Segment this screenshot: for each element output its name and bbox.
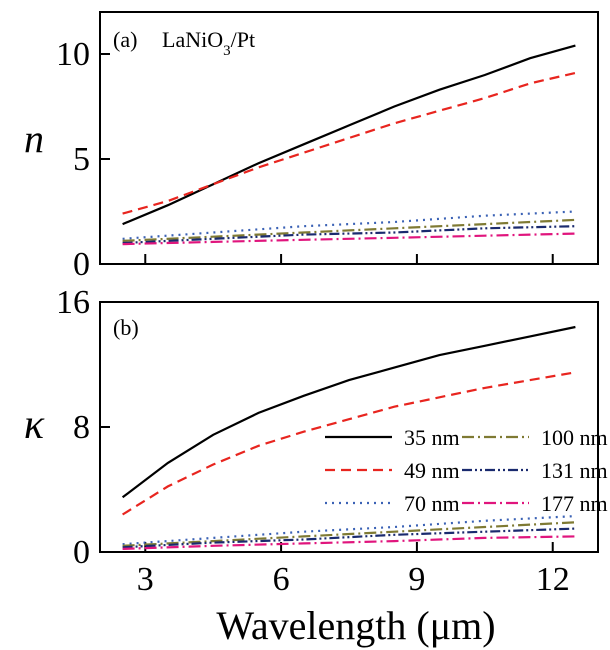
series-line: [122, 44, 576, 226]
panel-a-frame: [99, 11, 599, 265]
panel-b-ticks: 0 8 16 3 6 9 12: [56, 284, 570, 598]
legend-label: 100 nm: [541, 425, 608, 450]
panel-a-ticks: 0 5 10: [56, 36, 554, 283]
panel-a: 0 5 10 (a) LaNiO3/Pt n: [24, 11, 599, 283]
sample-label-suffix: /Pt: [231, 27, 255, 52]
ytick-label: 8: [73, 409, 90, 446]
legend-label: 35 nm: [404, 425, 460, 450]
legend-label: 131 nm: [541, 458, 608, 483]
series-line: [122, 527, 576, 549]
panel-b-label: (b): [113, 315, 139, 340]
series-line: [122, 210, 576, 240]
panel-b-series: [121, 325, 576, 550]
panel-b-frame: [99, 301, 599, 553]
series-line: [122, 232, 576, 246]
series-line: [122, 71, 576, 215]
series-line: [122, 515, 576, 546]
panel-b: 0 8 16 3 6 9 12 (b) κ Wavelength (μm) 35 nm 49 …: [24, 284, 608, 648]
panel-a-label: (a): [113, 27, 137, 52]
panel-a-ylabel: n: [24, 116, 44, 161]
series-line: [122, 218, 576, 242]
series-line: [122, 371, 576, 516]
sample-label-subscript: 3: [223, 43, 231, 59]
sample-label: LaNiO3/Pt: [162, 27, 255, 59]
legend: 35 nm 49 nm 70 nm 100 nm 131 nm 177 nm: [325, 425, 608, 516]
panel-a-series: [122, 44, 576, 246]
series-line: [122, 521, 576, 547]
xtick-label: 6: [273, 561, 290, 598]
series-line: [122, 225, 576, 245]
xtick-label: 12: [536, 561, 570, 598]
ytick-label: 16: [56, 284, 90, 321]
xtick-label: 3: [137, 561, 154, 598]
xtick-label: 9: [408, 561, 425, 598]
ytick-label: 5: [73, 141, 90, 178]
series-line: [122, 535, 576, 550]
ytick-label: 10: [56, 36, 90, 73]
legend-label: 177 nm: [541, 491, 608, 516]
legend-label: 49 nm: [404, 458, 460, 483]
series-line: [121, 325, 576, 499]
panel-b-ylabel: κ: [24, 402, 45, 448]
x-axis-title: Wavelength (μm): [216, 603, 495, 648]
sample-label-main: LaNiO: [162, 27, 223, 52]
ytick-label: 0: [73, 534, 90, 571]
ytick-label: 0: [73, 246, 90, 283]
legend-label: 70 nm: [404, 491, 460, 516]
